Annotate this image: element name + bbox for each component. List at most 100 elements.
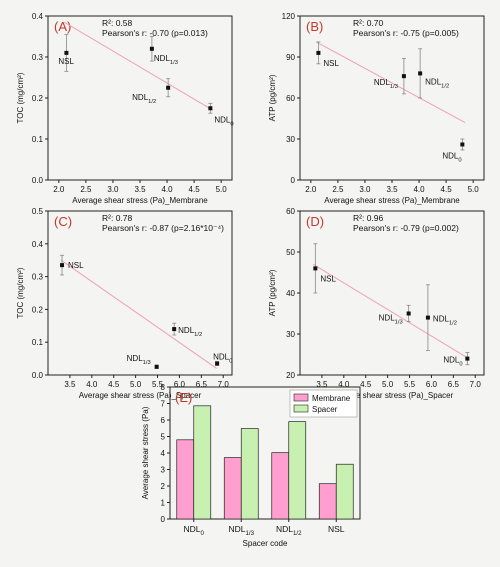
y-tick-label: 0 — [291, 176, 296, 185]
trend-line — [63, 21, 214, 111]
bar-membrane — [176, 439, 195, 520]
y-tick-label: 0.5 — [32, 207, 44, 216]
point-label: NDL1/2 — [178, 326, 202, 338]
x-axis-label: Average shear stress (Pa)_Spacer — [79, 391, 202, 400]
x-tick-label: 5.0 — [216, 185, 228, 194]
bar-membrane — [223, 457, 242, 520]
x-tick-label: 5.5 — [152, 380, 164, 389]
x-tick-label: 5.5 — [404, 380, 416, 389]
y-tick-label: 0.2 — [32, 305, 44, 314]
x-tick-label: 3.5 — [316, 380, 328, 389]
bar-spacer — [335, 463, 354, 520]
y-tick-label: 1 — [161, 499, 166, 508]
stat-line: R²: 0.78 — [102, 213, 133, 223]
x-tick-label: 4.0 — [161, 185, 173, 194]
y-axis-label: Average shear stress (Pa) — [141, 406, 150, 499]
y-tick-label: 0.1 — [32, 135, 44, 144]
point-label: NDL1/3 — [127, 354, 151, 366]
stat-line: R²: 0.70 — [353, 18, 384, 28]
panel-letter: (D) — [306, 214, 324, 229]
panel-letter: (B) — [306, 19, 323, 34]
y-tick-label: 0 — [161, 515, 166, 524]
data-point — [425, 315, 430, 320]
point-label: NDL0 — [213, 353, 232, 365]
data-point — [313, 266, 318, 271]
data-point — [460, 142, 465, 147]
panel-letter: (A) — [54, 19, 71, 34]
point-label: NDL1/2 — [425, 77, 449, 89]
y-tick-label: 0.3 — [32, 53, 44, 62]
y-tick-label: 5 — [161, 433, 166, 442]
y-tick-label: 30 — [286, 330, 295, 339]
y-tick-label: 0.4 — [32, 240, 44, 249]
category-label: NSL — [328, 524, 345, 534]
panel-letter: (C) — [54, 214, 72, 229]
data-point — [149, 46, 154, 51]
y-axis-label: TOC (mg/cm²) — [16, 72, 25, 123]
bar-spacer — [288, 421, 307, 520]
data-point — [60, 263, 65, 268]
legend: Membrane Spacer — [289, 389, 358, 418]
y-tick-label: 7 — [161, 400, 166, 409]
x-tick-label: 4.0 — [338, 380, 350, 389]
stat-line: Pearson's r: -0.87 (p=2.16*10⁻⁴) — [102, 223, 224, 233]
data-point — [208, 106, 213, 111]
point-label: NSL — [320, 274, 336, 283]
category-label: NDL0 — [184, 524, 205, 537]
data-point — [215, 361, 220, 366]
x-tick-label: 6.0 — [426, 380, 438, 389]
data-point — [166, 85, 171, 90]
stat-line: R²: 0.58 — [102, 18, 133, 28]
y-tick-label: 120 — [282, 12, 296, 21]
data-point — [406, 311, 411, 316]
plot-frame — [47, 210, 233, 376]
y-tick-label: 30 — [286, 135, 295, 144]
y-tick-label: 0.2 — [32, 94, 44, 103]
stat-line: Pearson's r: -0.70 (p=0.013) — [102, 28, 208, 38]
stat-line: R²: 0.96 — [353, 213, 384, 223]
y-tick-label: 60 — [286, 94, 295, 103]
y-tick-label: 60 — [286, 207, 295, 216]
x-tick-label: 4.5 — [360, 380, 372, 389]
bar-membrane — [318, 483, 337, 520]
x-tick-label: 6.0 — [174, 380, 186, 389]
panel-a: 2.0 2.5 3.0 3.5 4.0 4.5 5.0 0.0 0.1 0.2 0.3 0.4 Aver… — [16, 12, 234, 205]
point-label: NDL1/3 — [154, 54, 178, 66]
y-tick-label: 0.1 — [32, 338, 44, 347]
x-tick-label: 2.0 — [53, 185, 65, 194]
plot-frame — [299, 210, 485, 376]
data-point — [172, 327, 177, 332]
point-label: NDL0 — [214, 115, 233, 127]
bar-membrane — [271, 452, 290, 520]
y-tick-label: 0.0 — [32, 371, 44, 380]
panel-e: 0 1 2 3 4 5 6 7 8 NDL0 NDL1/3 NDL1/2 NSL Spacer code A… — [141, 383, 361, 548]
legend-swatch — [293, 393, 309, 402]
panel-letter: (E) — [175, 390, 192, 405]
x-tick-label: 4.0 — [413, 185, 425, 194]
trend-line — [315, 41, 466, 124]
point-label: NSL — [323, 59, 339, 68]
panel-c: 3.5 4.0 4.5 5.0 5.5 6.0 6.5 7.0 0.0 0.1 0.2 0.3 0.4 0… — [16, 207, 233, 400]
x-tick-label: 3.5 — [64, 380, 76, 389]
y-tick-label: 8 — [161, 383, 166, 392]
x-tick-label: 4.5 — [189, 185, 201, 194]
category-label: NDL1/3 — [228, 524, 254, 537]
data-point — [418, 71, 423, 76]
x-axis-label: Average shear stress (Pa)_Membrane — [324, 196, 460, 205]
data-point — [64, 50, 69, 55]
x-tick-label: 3.5 — [386, 185, 398, 194]
point-label: NSL — [68, 261, 84, 270]
point-label: NSL — [58, 57, 74, 66]
x-axis-label: Average shear stress (Pa)_Spacer — [331, 391, 454, 400]
x-tick-label: 2.0 — [305, 185, 317, 194]
point-label: NDL1/3 — [374, 78, 398, 90]
y-tick-label: 0.3 — [32, 273, 44, 282]
x-tick-label: 6.5 — [448, 380, 460, 389]
data-point — [154, 364, 159, 369]
point-label: NDL1/2 — [433, 315, 457, 327]
x-tick-label: 2.5 — [80, 185, 92, 194]
y-tick-label: 2 — [161, 482, 166, 491]
y-tick-label: 90 — [286, 53, 295, 62]
x-tick-label: 5.0 — [130, 380, 142, 389]
